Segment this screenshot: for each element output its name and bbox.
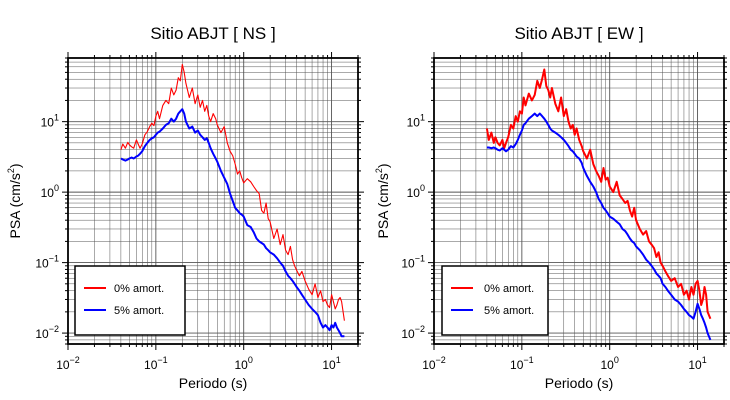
- y-axis-label-sup: 2: [6, 168, 16, 173]
- tick-exponent: 1: [54, 113, 59, 123]
- tick-base: 10: [688, 358, 702, 372]
- tick-base: 10: [510, 358, 524, 372]
- chart-title: Sitio ABJT [ EW ]: [514, 24, 643, 43]
- legend: 0% amort. 5% amort.: [74, 265, 186, 336]
- tick-base: 10: [56, 358, 70, 372]
- y-axis-label-close: ): [375, 163, 391, 168]
- tick-base: 10: [41, 116, 55, 130]
- tick-exponent: −2: [49, 324, 59, 334]
- tick-base: 10: [601, 358, 615, 372]
- tick-exponent: 0: [420, 183, 425, 193]
- x-tick-label: 101: [688, 355, 706, 372]
- chart-panel-ns: Sitio ABJT [ NS ] 10−2 10−1 100 10110−210−1…: [6, 24, 364, 391]
- series-line-1: [120, 108, 345, 338]
- tick-base: 10: [322, 358, 336, 372]
- tick-exponent: 1: [420, 113, 425, 123]
- tick-base: 10: [401, 327, 415, 341]
- tick-base: 10: [407, 186, 421, 200]
- tick-base: 10: [35, 257, 49, 271]
- x-tick-label: 10−2: [422, 355, 446, 372]
- plot-border: [67, 57, 359, 345]
- legend-label-1: 5% amort.: [484, 305, 534, 317]
- y-axis-label-sup: 2: [374, 168, 384, 173]
- tick-exponent: 0: [54, 183, 59, 193]
- series-line-0: [485, 68, 712, 320]
- tick-exponent: 1: [336, 355, 341, 365]
- series-group: [120, 63, 345, 338]
- legend-box: [441, 265, 549, 336]
- series-line-1: [486, 112, 712, 341]
- tick-base: 10: [144, 358, 158, 372]
- tick-base: 10: [41, 186, 55, 200]
- tick-exponent: 0: [614, 355, 619, 365]
- y-tick-label: 10−2: [35, 324, 59, 341]
- plot-border: [433, 57, 725, 345]
- legend-label-0: 0% amort.: [114, 283, 164, 295]
- y-tick-label: 100: [407, 183, 425, 200]
- y-axis-label-close: ): [7, 163, 23, 168]
- x-tick-label: 10−2: [56, 355, 80, 372]
- tick-exponent: −1: [415, 254, 425, 264]
- x-tick-label: 101: [322, 355, 340, 372]
- y-tick-label: 10−1: [35, 254, 59, 271]
- legend-label-1: 5% amort.: [114, 305, 164, 317]
- y-axis-label-main: PSA (cm/s: [375, 173, 391, 238]
- axes-frame: [433, 57, 725, 345]
- y-axis-label: PSA (cm/s2): [6, 163, 23, 238]
- x-tick-label: 10−1: [144, 355, 168, 372]
- tick-base: 10: [235, 358, 249, 372]
- x-tick-label: 10−1: [510, 355, 534, 372]
- tick-exponent: −2: [415, 324, 425, 334]
- series-group: [485, 68, 712, 341]
- legend-label-0: 0% amort.: [484, 283, 534, 295]
- axis-ticks: [62, 52, 364, 350]
- x-tick-label: 100: [235, 355, 253, 372]
- tick-base: 10: [35, 327, 49, 341]
- legend: 0% amort. 5% amort.: [441, 265, 549, 336]
- x-tick-label: 100: [601, 355, 619, 372]
- axis-ticks: [428, 52, 730, 350]
- tick-base: 10: [401, 257, 415, 271]
- chart-title: Sitio ABJT [ NS ]: [150, 24, 275, 43]
- tick-exponent: 1: [702, 355, 707, 365]
- series-line-0: [120, 63, 345, 321]
- y-tick-label: 10−1: [401, 254, 425, 271]
- tick-exponent: −2: [70, 355, 80, 365]
- y-tick-label: 101: [41, 113, 59, 130]
- tick-exponent: −1: [523, 355, 533, 365]
- tick-exponent: 0: [248, 355, 253, 365]
- y-tick-label: 100: [41, 183, 59, 200]
- x-axis-label: Periodo (s): [545, 375, 613, 391]
- y-axis-label: PSA (cm/s2): [374, 163, 391, 238]
- tick-exponent: −1: [157, 355, 167, 365]
- x-axis-label: Periodo (s): [179, 375, 247, 391]
- y-axis-label-main: PSA (cm/s: [7, 173, 23, 238]
- y-tick-label: 101: [407, 113, 425, 130]
- y-tick-label: 10−2: [401, 324, 425, 341]
- tick-exponent: −1: [49, 254, 59, 264]
- chart-panel-ew: Sitio ABJT [ EW ] 10−2 10−1 100 10110−210−1…: [374, 24, 730, 391]
- tick-exponent: −2: [436, 355, 446, 365]
- legend-box: [74, 265, 186, 336]
- axes-frame: [67, 57, 359, 345]
- tick-base: 10: [422, 358, 436, 372]
- tick-base: 10: [407, 116, 421, 130]
